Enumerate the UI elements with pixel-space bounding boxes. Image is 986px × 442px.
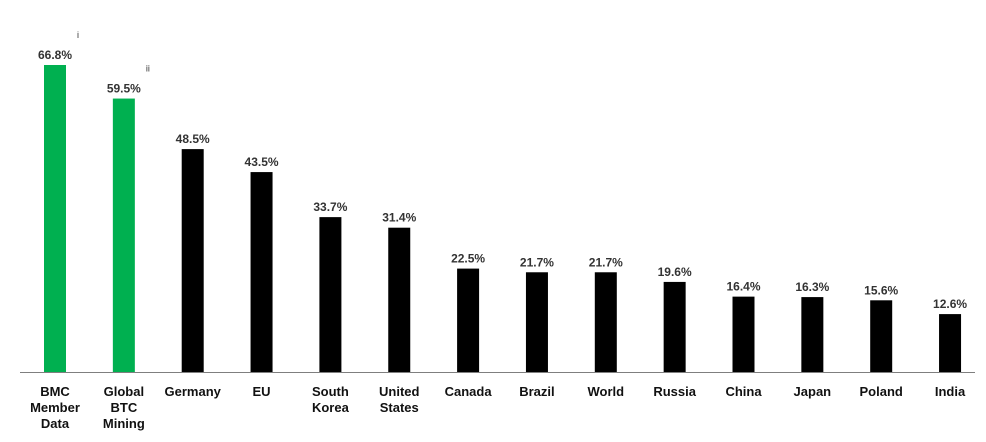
value-label-9: 19.6%	[658, 265, 692, 279]
category-label-line: United	[379, 384, 420, 399]
value-label-5: 31.4%	[382, 211, 416, 225]
bar-10	[732, 296, 755, 372]
value-label-10: 16.4%	[726, 280, 760, 294]
category-labels-group: BMC Member Data Global BTC Mining Germany EU Sou…	[30, 384, 966, 431]
category-label-line: World	[588, 384, 625, 399]
value-label-11: 16.3%	[795, 280, 829, 294]
category-label-line: Germany	[165, 384, 222, 399]
footnote-mark-1: ii	[146, 64, 150, 74]
category-label-0: BMC Member Data	[30, 384, 80, 431]
category-label-7: Brazil	[519, 384, 554, 399]
category-label-line: South	[312, 384, 349, 399]
bars-group	[44, 65, 962, 372]
value-label-8: 21.7%	[589, 255, 623, 269]
bar-13	[939, 314, 962, 372]
category-label-line: Global	[104, 384, 144, 399]
category-label-3: EU	[253, 384, 271, 399]
category-label-line: States	[380, 400, 419, 415]
bar-2	[181, 149, 204, 372]
category-label-line: Russia	[653, 384, 696, 399]
footnote-mark-0: i	[77, 30, 79, 40]
bar-9	[663, 281, 686, 372]
value-label-4: 33.7%	[313, 200, 347, 214]
category-label-line: India	[935, 384, 966, 399]
category-label-line: China	[725, 384, 762, 399]
category-label-line: BMC	[40, 384, 70, 399]
category-label-5: United States	[379, 384, 420, 415]
bar-3	[250, 172, 273, 372]
category-label-6: Canada	[445, 384, 493, 399]
value-label-0: 66.8%	[38, 48, 72, 62]
value-labels-group: 66.8% i 59.5% ii 48.5% 43.5% 33.7% 31.4% 22.5% 21…	[38, 30, 967, 311]
category-label-line: Korea	[312, 400, 350, 415]
category-label-1: Global BTC Mining	[103, 384, 145, 431]
category-label-8: World	[588, 384, 625, 399]
value-label-12: 15.6%	[864, 283, 898, 297]
category-label-line: Canada	[445, 384, 493, 399]
value-label-7: 21.7%	[520, 255, 554, 269]
category-label-line: EU	[253, 384, 271, 399]
bar-6	[457, 268, 480, 372]
value-label-3: 43.5%	[245, 155, 279, 169]
bar-7	[525, 272, 548, 372]
category-label-line: Member	[30, 400, 80, 415]
category-label-11: Japan	[794, 384, 832, 399]
bar-11	[801, 297, 824, 372]
category-label-line: Japan	[794, 384, 832, 399]
category-label-4: South Korea	[312, 384, 350, 415]
category-label-13: India	[935, 384, 966, 399]
category-label-line: Poland	[860, 384, 903, 399]
bar-4	[319, 217, 342, 372]
category-label-line: BTC	[110, 400, 137, 415]
value-label-2: 48.5%	[176, 132, 210, 146]
value-label-13: 12.6%	[933, 297, 967, 311]
category-label-10: China	[725, 384, 762, 399]
bar-8	[594, 272, 617, 372]
value-label-6: 22.5%	[451, 252, 485, 266]
category-label-line: Mining	[103, 416, 145, 431]
category-label-line: Data	[41, 416, 70, 431]
bar-0	[44, 65, 66, 372]
bar-12	[870, 300, 893, 372]
category-label-12: Poland	[860, 384, 903, 399]
bar-1	[112, 98, 135, 372]
category-label-line: Brazil	[519, 384, 554, 399]
value-label-1: 59.5%	[107, 82, 141, 96]
bar-5	[388, 227, 411, 372]
category-label-9: Russia	[653, 384, 696, 399]
category-label-2: Germany	[165, 384, 222, 399]
